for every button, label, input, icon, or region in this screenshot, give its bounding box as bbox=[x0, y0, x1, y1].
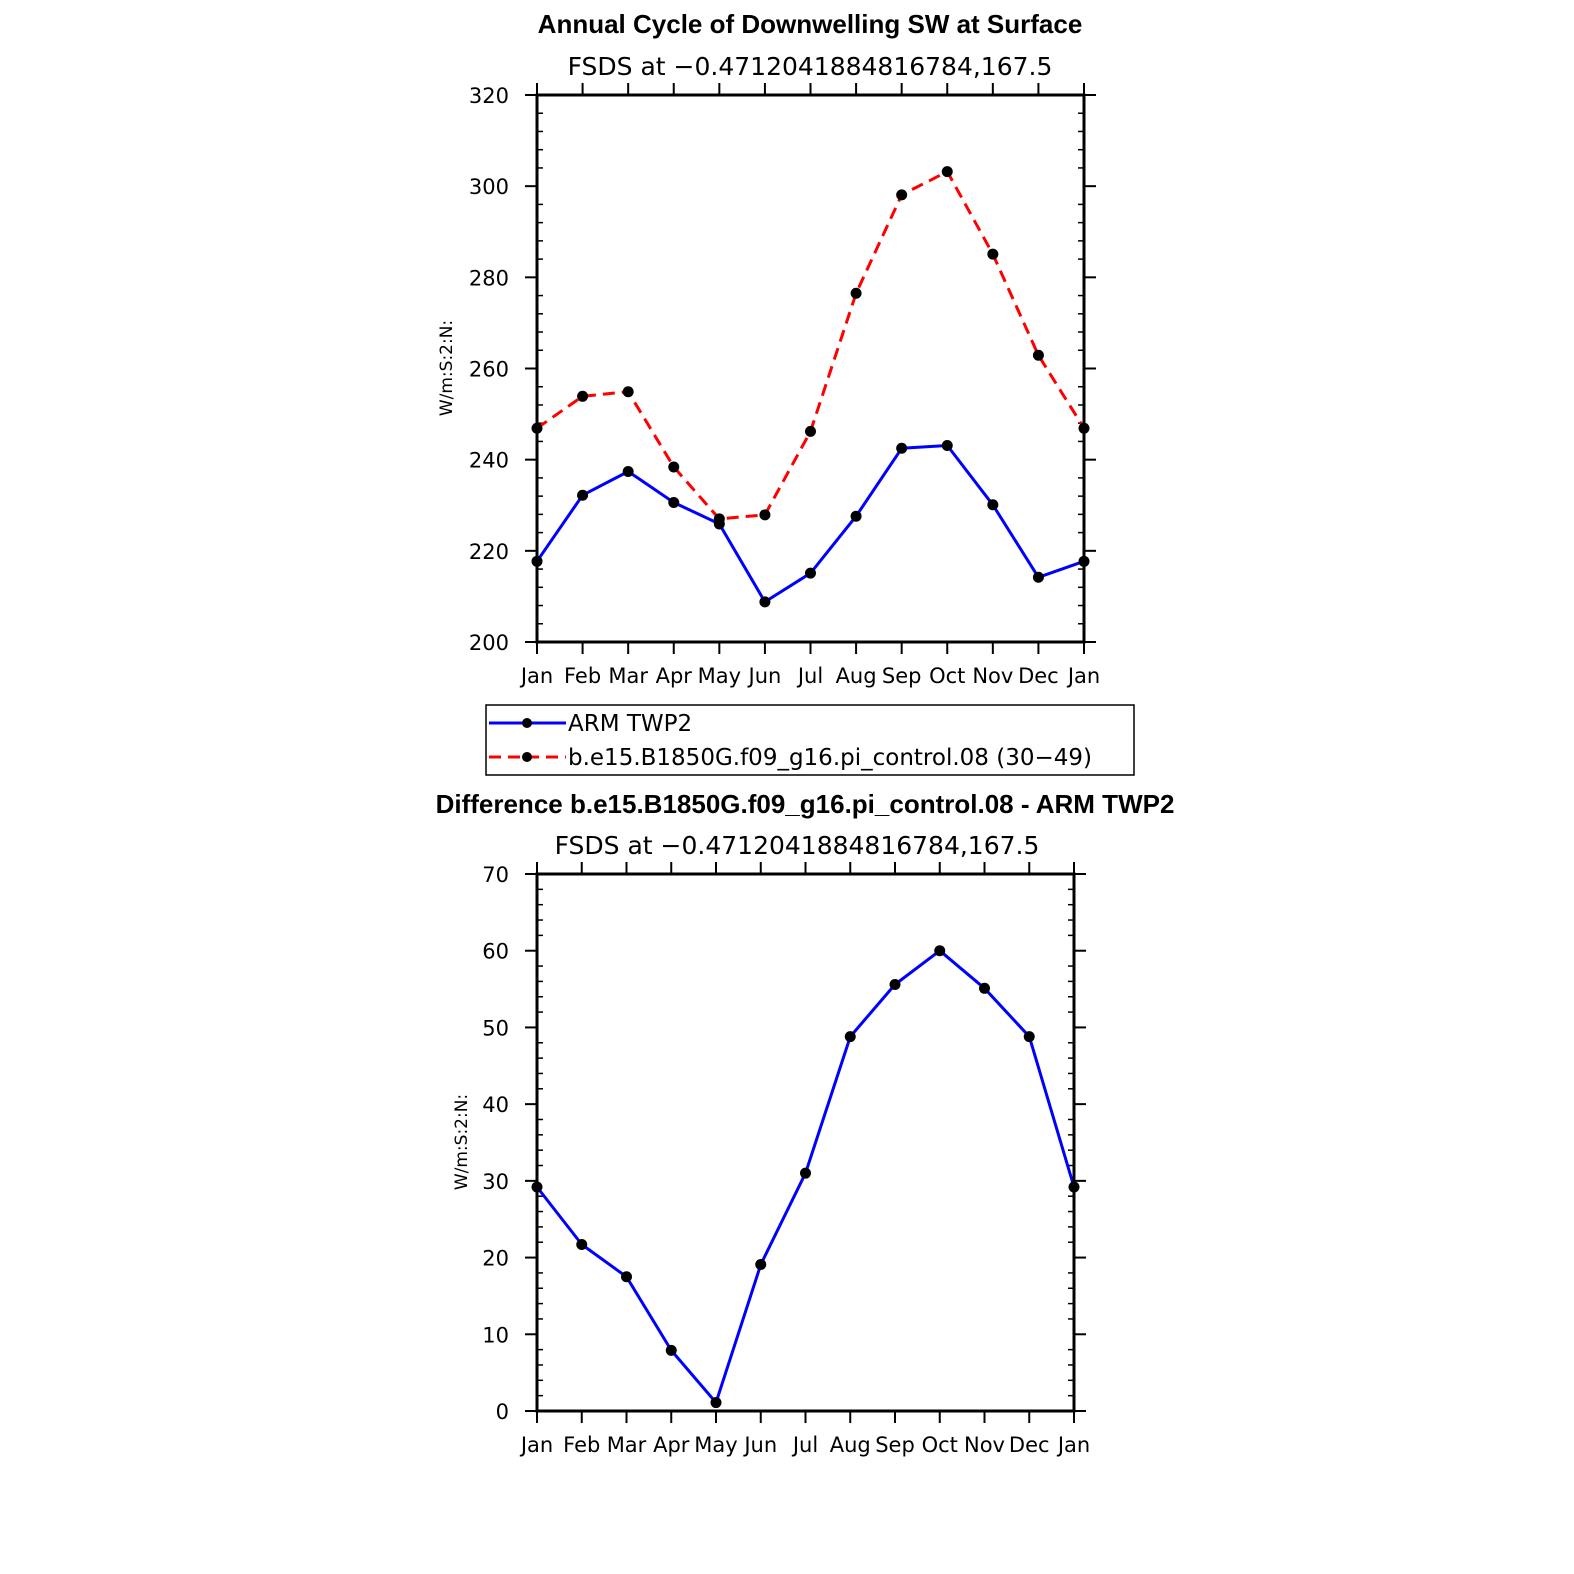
data-point-0 bbox=[941, 440, 953, 452]
y-tick-label: 320 bbox=[469, 84, 509, 108]
plot-series bbox=[531, 166, 1090, 608]
data-point-0 bbox=[800, 1167, 811, 1179]
data-point-0 bbox=[755, 1258, 767, 1270]
data-point-1 bbox=[759, 509, 771, 521]
data-point-0 bbox=[934, 945, 946, 957]
x-tick-label: Feb bbox=[563, 1433, 600, 1457]
data-point-0 bbox=[577, 489, 589, 501]
y-tick-label: 40 bbox=[482, 1093, 509, 1117]
y-tick-label: 220 bbox=[469, 540, 509, 564]
difference-chart: Difference b.e15.B1850G.f09_g16.pi_contr… bbox=[436, 789, 1175, 1457]
x-tick-label: May bbox=[694, 1433, 737, 1457]
legend-box bbox=[485, 704, 1135, 776]
data-point-0 bbox=[850, 510, 862, 522]
x-tick-label: May bbox=[698, 664, 741, 688]
data-point-0 bbox=[987, 499, 999, 511]
data-point-1 bbox=[713, 513, 725, 525]
x-tick-label: Aug bbox=[830, 1433, 871, 1457]
plot-frame bbox=[535, 872, 1076, 1413]
annual-cycle-chart: Annual Cycle of Downwelling SW at Surfac… bbox=[437, 9, 1100, 688]
data-point-0 bbox=[759, 596, 771, 608]
x-tick-label: Jan bbox=[1066, 664, 1100, 688]
x-tick-label: Dec bbox=[1018, 664, 1059, 688]
x-tick-label: Mar bbox=[608, 664, 648, 688]
series-line-1 bbox=[536, 170, 1086, 521]
x-tick-label: Sep bbox=[875, 1433, 915, 1457]
y-axis-label: W/m:S:2:N: bbox=[452, 1094, 472, 1190]
x-tick-label: Jul bbox=[796, 664, 823, 688]
x-tick-label: Feb bbox=[564, 664, 601, 688]
y-tick-label: 50 bbox=[482, 1016, 509, 1040]
data-point-1 bbox=[668, 461, 680, 473]
data-point-0 bbox=[1032, 571, 1044, 583]
data-point-1 bbox=[622, 386, 634, 398]
chart-title: Difference b.e15.B1850G.f09_g16.pi_contr… bbox=[436, 789, 1175, 819]
data-point-1 bbox=[987, 248, 999, 260]
data-point-0 bbox=[665, 1344, 677, 1356]
plot-series bbox=[531, 945, 1080, 1409]
x-tick-label: Jun bbox=[742, 1433, 777, 1457]
x-tick-label: Apr bbox=[653, 1433, 690, 1457]
chart-title: Annual Cycle of Downwelling SW at Surfac… bbox=[538, 9, 1083, 39]
x-tick-label: Jan bbox=[519, 664, 553, 688]
data-point-1 bbox=[896, 189, 908, 201]
data-point-0 bbox=[889, 978, 901, 990]
data-point-0 bbox=[1023, 1031, 1035, 1043]
x-tick-label: Mar bbox=[607, 1433, 647, 1457]
y-tick-label: 200 bbox=[469, 631, 509, 655]
data-point-1 bbox=[577, 390, 589, 402]
legend-marker-arm bbox=[522, 718, 532, 728]
data-point-0 bbox=[621, 1271, 632, 1283]
chart-subtitle: FSDS at −0.4712041884816784,167.5 bbox=[555, 831, 1040, 860]
legend-marker-model bbox=[522, 752, 532, 762]
axis-ticks: Jan Feb Mar Apr May Jun Jul Aug Sep Oct Nov Dec Jan0… bbox=[482, 862, 1090, 1457]
x-tick-label: Jan bbox=[519, 1433, 553, 1457]
axis-ticks: Jan Feb Mar Apr May Jun Jul Aug Sep Oct Nov Dec Jan 2… bbox=[469, 83, 1100, 688]
data-point-0 bbox=[896, 442, 908, 454]
data-point-0 bbox=[710, 1397, 722, 1409]
x-tick-label: Aug bbox=[836, 664, 877, 688]
x-tick-label: Jun bbox=[747, 664, 782, 688]
x-tick-label: Sep bbox=[882, 664, 922, 688]
y-tick-label: 280 bbox=[469, 266, 509, 290]
y-tick-label: 260 bbox=[469, 358, 509, 382]
y-axis-label: W/m:S:2:N: bbox=[437, 320, 457, 416]
x-tick-label: Oct bbox=[929, 664, 965, 688]
data-point-1 bbox=[805, 425, 816, 437]
data-point-0 bbox=[979, 982, 990, 994]
x-tick-label: Nov bbox=[964, 1433, 1005, 1457]
y-tick-label: 70 bbox=[482, 863, 509, 887]
data-point-1 bbox=[850, 287, 862, 299]
data-point-0 bbox=[668, 497, 680, 509]
x-tick-label: Apr bbox=[656, 664, 693, 688]
legend: ARM TWP2 b.e15.B1850G.f09_g16.pi_control… bbox=[485, 704, 1135, 776]
data-point-0 bbox=[844, 1031, 856, 1043]
data-point-1 bbox=[1032, 349, 1044, 361]
x-tick-label: Nov bbox=[972, 664, 1013, 688]
y-tick-label: 10 bbox=[482, 1323, 509, 1347]
chart-subtitle: FSDS at −0.4712041884816784,167.5 bbox=[568, 52, 1053, 81]
y-tick-label: 300 bbox=[469, 175, 509, 199]
x-tick-label: Oct bbox=[922, 1433, 958, 1457]
data-point-0 bbox=[805, 567, 816, 579]
y-tick-label: 60 bbox=[482, 940, 509, 964]
plot-frame bbox=[535, 93, 1086, 644]
x-tick-label: Dec bbox=[1009, 1433, 1050, 1457]
data-point-0 bbox=[576, 1239, 588, 1251]
y-tick-label: 0 bbox=[496, 1400, 509, 1424]
x-tick-label: Jan bbox=[1056, 1433, 1090, 1457]
legend-label-arm: ARM TWP2 bbox=[568, 711, 692, 737]
y-tick-label: 20 bbox=[482, 1247, 509, 1271]
data-point-0 bbox=[622, 466, 634, 478]
x-tick-label: Jul bbox=[791, 1433, 818, 1457]
legend-label-model: b.e15.B1850G.f09_g16.pi_control.08 (30−4… bbox=[568, 745, 1092, 771]
y-tick-label: 30 bbox=[482, 1170, 509, 1194]
data-point-1 bbox=[941, 166, 953, 178]
y-tick-label: 240 bbox=[469, 449, 509, 473]
